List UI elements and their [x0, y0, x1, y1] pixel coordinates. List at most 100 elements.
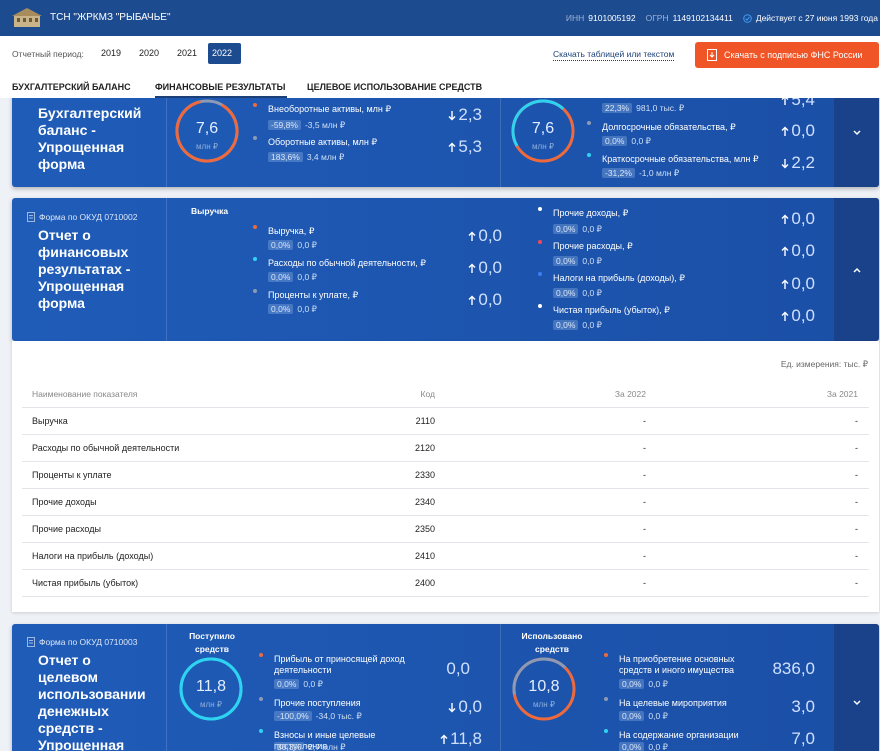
item-amount: 3,4 млн ₽ — [306, 152, 345, 162]
value-cell: 0,0 — [781, 306, 815, 326]
registration-info: ИНН 9101005192 ОГРН 1149102134411 Действует … — [566, 11, 878, 25]
item-change-row: 0,0% 0,0 ₽ — [619, 677, 668, 691]
table-cell: - — [643, 470, 646, 480]
item-amount: 0,0 ₽ — [297, 272, 317, 282]
tab[interactable]: ФИНАНСОВЫЕ РЕЗУЛЬТАТЫ — [155, 82, 286, 92]
column-header: Наименование показателя — [32, 389, 138, 399]
trend-arrow — [781, 214, 789, 224]
card-divider — [166, 198, 167, 341]
chevron-icon — [853, 700, 861, 706]
ogrn: 1149102134411 — [672, 13, 733, 23]
ring-total: 10,8 — [528, 678, 560, 695]
change-badge: 30,3% — [274, 742, 305, 751]
value-cell: 0,0 — [781, 209, 815, 229]
table-cell: - — [855, 497, 858, 507]
value-cell: 0,0 — [468, 290, 502, 310]
year-button[interactable]: 2020 — [139, 48, 160, 58]
item-value: 3,0 — [791, 697, 815, 716]
column-header: За 2022 — [614, 389, 646, 399]
download-link[interactable]: Скачать таблицей или текстом — [553, 49, 675, 61]
card-title: Отчет о целевом использовании денежных с… — [38, 651, 146, 751]
ring-unit: млн ₽ — [196, 142, 218, 151]
row-line — [22, 596, 869, 597]
trend-arrow — [448, 110, 456, 120]
item-name: Расходы по обычной деятельности, ₽ — [268, 258, 426, 268]
year-selected[interactable] — [208, 43, 241, 64]
item-value: 0,0 — [458, 697, 482, 716]
table-cell: - — [855, 470, 858, 480]
trend-arrow — [448, 142, 456, 152]
trend-arrow — [440, 734, 448, 744]
value-cell: 2,2 — [781, 153, 815, 173]
item-dot — [538, 304, 542, 308]
change-badge: 0,0% — [553, 320, 579, 330]
table-cell: Проценты к уплате — [32, 470, 112, 480]
value-cell: 0,0 — [448, 697, 482, 717]
trend-arrow — [448, 702, 456, 712]
item-dot — [259, 653, 263, 657]
column-header: За 2021 — [826, 389, 858, 399]
item-value: 0,0 — [791, 209, 815, 228]
item-amount: 0,0 ₽ — [297, 240, 317, 250]
trend-arrow — [468, 231, 476, 241]
item-amount: 0,0 ₽ — [631, 136, 651, 146]
item-name: Прочие расходы, ₽ — [553, 241, 633, 251]
change-badge: -31,2% — [602, 168, 635, 178]
item-dot — [587, 153, 591, 157]
table-cell: 2120 — [414, 443, 435, 453]
change-badge: -100,0% — [274, 711, 312, 721]
change-badge: 0,0% — [619, 742, 645, 751]
pdf-icon — [707, 49, 717, 61]
row-line — [22, 434, 869, 435]
trend-arrow — [781, 126, 789, 136]
change-badge: 0,0% — [268, 272, 294, 282]
item-name: На содержание организации — [619, 729, 739, 740]
item-dot — [587, 121, 591, 125]
year-button[interactable]: 2019 — [101, 48, 122, 58]
item-value: 5,3 — [458, 137, 482, 156]
table-cell: 2340 — [414, 497, 435, 507]
item-value: 0,0 — [478, 258, 502, 277]
item-dot — [259, 697, 263, 701]
download-button[interactable] — [695, 42, 879, 68]
ring-unit: млн ₽ — [533, 700, 555, 709]
item-change-row: -100,0% -34,0 тыс. ₽ — [274, 709, 362, 723]
table-cell: 2110 — [415, 416, 435, 426]
table-cell: 2410 — [414, 551, 435, 561]
item-name: Прибыль от приносящей доход деятельности — [274, 653, 405, 675]
change-badge: 0,0% — [619, 711, 645, 721]
item-dot — [253, 289, 257, 293]
item-change-row: 0,0% 0,0 ₽ — [553, 318, 602, 332]
table-cell: - — [643, 497, 646, 507]
value-cell: 0,0 — [468, 258, 502, 278]
item-dot — [538, 240, 542, 244]
value-cell: 0,0 — [781, 274, 815, 294]
item-amount: 0,0 ₽ — [582, 288, 602, 298]
column-header: Код — [420, 389, 435, 399]
form-label: Форма по ОКУД 0710003 — [39, 637, 138, 647]
tab[interactable]: БУХГАЛТЕРСКИЙ БАЛАНС — [12, 82, 131, 92]
item-amount: 2,7 млн ₽ — [308, 742, 346, 751]
item-change-row: 0,0% 0,0 ₽ — [553, 254, 602, 268]
item-amount: -34,0 тыс. ₽ — [315, 711, 362, 721]
chevron-icon — [853, 267, 861, 273]
item-change-row: 0,0% 0,0 ₽ — [268, 302, 317, 316]
change-badge: 0,0% — [274, 679, 300, 689]
card-divider — [166, 60, 167, 187]
table-cell: - — [855, 416, 858, 426]
table-cell: - — [643, 443, 646, 453]
row-line — [22, 461, 869, 462]
tab[interactable]: ЦЕЛЕВОЕ ИСПОЛЬЗОВАНИЕ СРЕДСТВ — [307, 82, 483, 92]
item-change-row: 0,0% 0,0 ₽ — [553, 286, 602, 300]
value-cell: 836,0 — [772, 659, 815, 679]
year-button[interactable]: 2021 — [177, 48, 198, 58]
toggle-button[interactable] — [834, 624, 879, 751]
item-dot — [253, 257, 257, 261]
change-badge: 183,6% — [268, 152, 303, 162]
item-amount: -1,0 млн ₽ — [638, 168, 680, 178]
download-button-label[interactable]: Скачать с подписью ФНС России — [724, 50, 863, 60]
item-change-row: 22,3% 981,0 тыс. ₽ — [602, 101, 684, 115]
value-cell: 0,0 — [446, 659, 470, 679]
year-button[interactable]: 2022 — [212, 48, 233, 58]
